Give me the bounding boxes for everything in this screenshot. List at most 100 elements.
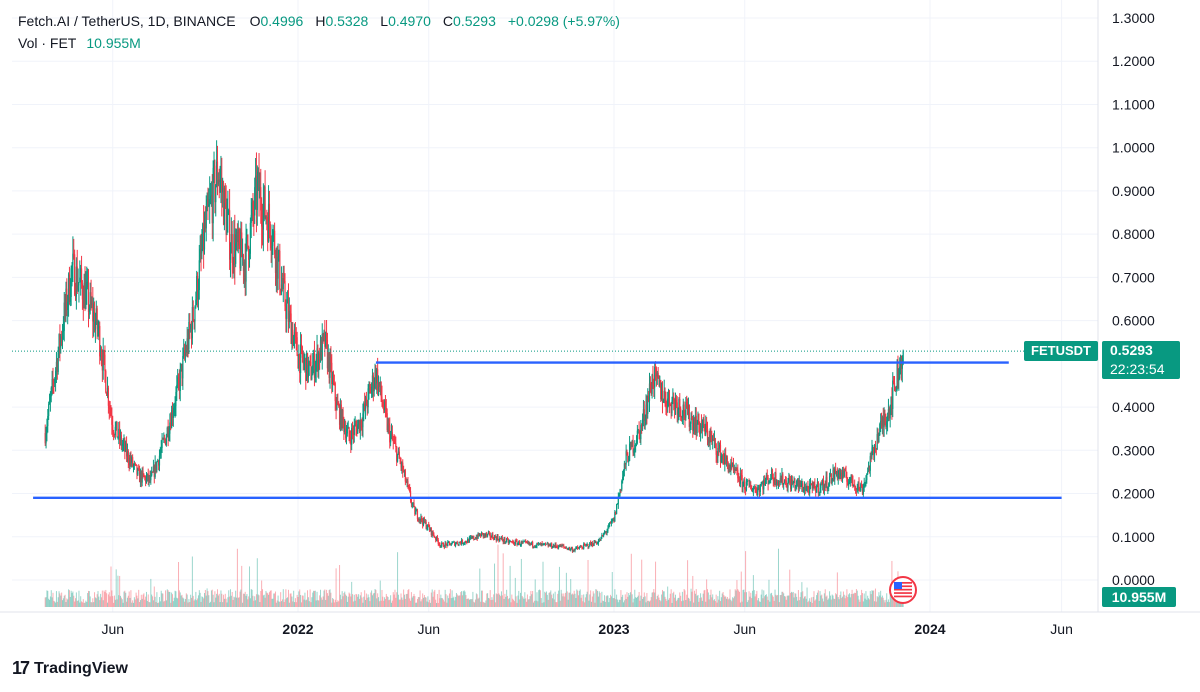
volume-bar: [512, 598, 514, 607]
candle-body: [825, 477, 827, 486]
volume-bar: [342, 596, 344, 607]
volume-bar: [191, 556, 193, 607]
candle-body: [603, 532, 606, 534]
candle-body: [795, 485, 797, 489]
candle-body: [61, 336, 63, 340]
volume-bar: [769, 601, 771, 607]
candle-body: [439, 544, 441, 547]
volume-bar: [174, 590, 176, 607]
volume-bar: [824, 589, 826, 607]
volume-bar: [455, 596, 457, 607]
candle-body: [670, 405, 672, 414]
candle-body: [867, 471, 869, 474]
candle-body: [63, 302, 65, 331]
candle-body: [325, 332, 327, 347]
volume-bar: [440, 594, 442, 607]
volume-bar: [832, 595, 834, 607]
volume-bar: [756, 590, 758, 607]
candle-body: [524, 541, 526, 543]
volume-bar: [97, 591, 99, 607]
candle-body: [723, 459, 725, 465]
volume-bar: [815, 599, 817, 607]
candle-body: [747, 480, 749, 482]
volume-bar: [371, 590, 373, 607]
candle-body: [127, 451, 129, 462]
volume-bar: [166, 589, 168, 607]
volume-bar: [55, 602, 57, 607]
symbol-title[interactable]: Fetch.AI / TetherUS, 1D, BINANCE: [18, 13, 236, 29]
candle-body: [72, 253, 74, 265]
candle-body: [508, 541, 510, 543]
volume-bar: [639, 600, 641, 607]
candle-body: [427, 524, 429, 528]
volume-bar: [733, 596, 735, 607]
candle-body: [557, 546, 559, 548]
volume-bar: [133, 597, 135, 607]
candle-body: [56, 361, 58, 372]
volume-bar: [547, 599, 549, 607]
candle-body: [397, 451, 400, 454]
candle-body: [573, 550, 575, 551]
candle-body: [569, 547, 571, 550]
candle-body: [610, 520, 613, 523]
volume-bar: [839, 594, 841, 607]
volume-bar: [315, 600, 317, 607]
candle-body: [629, 442, 632, 444]
volume-bar: [558, 566, 560, 607]
candle-body: [416, 510, 419, 520]
volume-bar: [72, 591, 74, 607]
candle-body: [183, 350, 185, 356]
volume-bar: [456, 594, 458, 607]
volume-bar: [108, 592, 110, 607]
candle-body: [54, 379, 56, 384]
candle-body: [527, 541, 529, 544]
volume-bar: [667, 586, 669, 607]
tradingview-brand[interactable]: 17 TradingView: [12, 658, 128, 679]
candle-body: [469, 537, 471, 539]
candle-body: [710, 434, 712, 436]
us-flag-icon[interactable]: [889, 576, 917, 604]
volume-bar: [131, 602, 133, 607]
candle-body: [490, 537, 492, 539]
candle-body: [359, 419, 361, 432]
candle-body: [784, 480, 787, 481]
candle-body: [839, 470, 841, 477]
volume-bar: [636, 597, 638, 607]
candle-body: [613, 518, 615, 522]
volume-bar: [597, 596, 599, 607]
volume-bar: [762, 598, 764, 607]
candle-body: [893, 382, 896, 387]
volume-bar: [718, 599, 720, 607]
candle-body: [372, 375, 374, 392]
candle-body: [761, 483, 763, 485]
candle-body: [541, 543, 543, 545]
volume-bar: [468, 599, 470, 607]
candle-body: [622, 476, 624, 481]
volume-label[interactable]: Vol · FET: [18, 35, 77, 51]
candle-body: [589, 542, 591, 547]
candle-body: [434, 536, 436, 538]
volume-bar: [288, 602, 290, 607]
candle-body: [656, 372, 658, 377]
volume-bar: [320, 589, 322, 607]
volume-bar: [259, 602, 261, 607]
candle-body: [102, 350, 104, 371]
candle-body: [476, 537, 478, 539]
candle-body: [891, 397, 893, 409]
candle-body: [443, 546, 445, 548]
volume-bar: [555, 602, 557, 607]
volume-bar: [159, 601, 161, 607]
volume-bar: [859, 601, 861, 607]
volume-bar: [437, 602, 439, 607]
volume-bar: [449, 589, 451, 607]
volume-bar: [737, 589, 739, 607]
candle-body: [242, 255, 245, 272]
candle-body: [609, 522, 611, 524]
candle-body: [249, 222, 251, 254]
candle-body: [269, 224, 271, 242]
candle-body: [400, 461, 402, 468]
volume-bar: [371, 595, 373, 607]
volume-bar: [717, 596, 719, 607]
candle-body: [222, 187, 224, 193]
